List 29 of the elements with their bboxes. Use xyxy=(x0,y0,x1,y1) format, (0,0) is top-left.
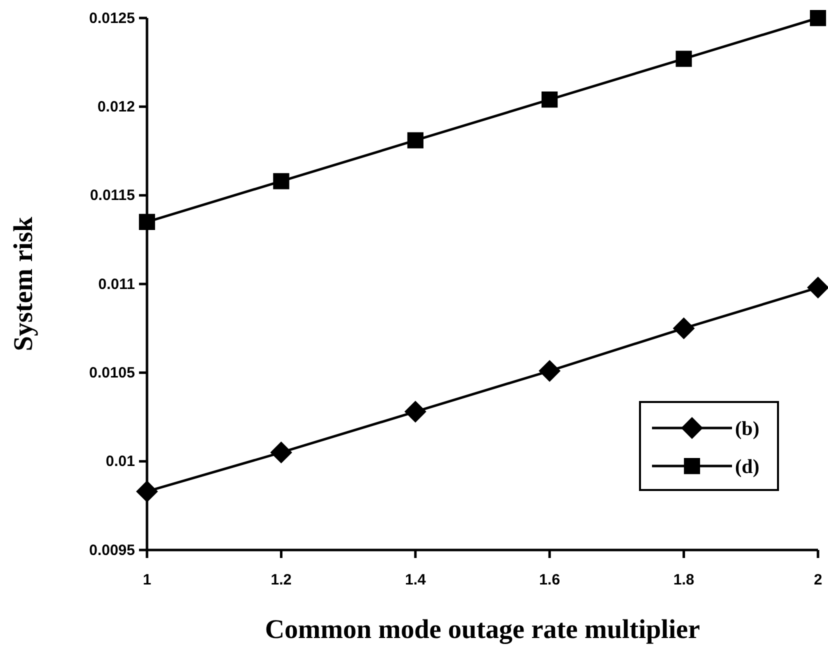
point xyxy=(270,442,292,464)
point xyxy=(676,50,692,67)
point xyxy=(407,132,424,148)
y-tick-label: 0.0115 xyxy=(90,187,135,204)
x-tick-label: 1.6 xyxy=(539,572,560,589)
point xyxy=(138,214,156,230)
x-tick-label: 1 xyxy=(142,572,152,589)
point xyxy=(807,276,828,298)
x-tick-label: 1.2 xyxy=(270,572,292,589)
x-axis-title: Common mode outage rate multiplier xyxy=(265,614,700,644)
y-tick-label: 0.012 xyxy=(97,98,135,116)
y-tick-label: 0.01 xyxy=(106,453,135,470)
y-tick-label: 0.0095 xyxy=(89,542,135,559)
point xyxy=(542,92,558,108)
y-tick-label: 0.011 xyxy=(98,276,135,293)
y-tick-label: 0.0105 xyxy=(89,364,135,382)
point xyxy=(538,360,561,382)
point xyxy=(672,317,695,340)
x-tick-label: 1.4 xyxy=(404,572,426,589)
y-tick-label: 0.0125 xyxy=(89,10,135,27)
x-tick-label: 2 xyxy=(814,572,822,589)
legend-label: (d) xyxy=(735,456,760,478)
y-axis-title: System risk xyxy=(8,216,38,352)
point xyxy=(273,173,290,190)
point xyxy=(810,10,826,26)
point xyxy=(404,400,426,423)
legend-label: (b) xyxy=(735,418,760,440)
point xyxy=(136,480,158,502)
x-tick-label: 1.8 xyxy=(673,572,694,589)
